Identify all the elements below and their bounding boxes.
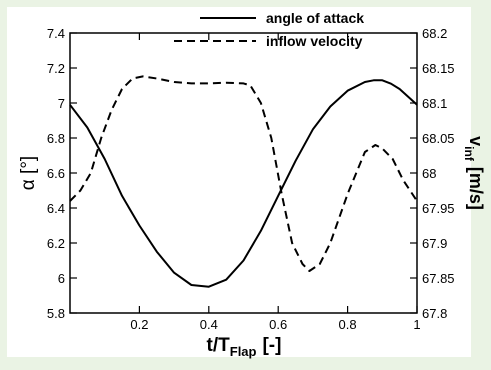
legend-label-inflow-velocity: inflow velocity [266, 33, 363, 49]
y2-tick-label: 68.1 [422, 96, 447, 111]
y2-axis-label-main: v [466, 136, 486, 146]
series-layer [69, 75, 418, 288]
y2-axis-label: vinf [m/s] [462, 136, 486, 210]
x-tick-label: 0.6 [269, 317, 287, 332]
plot-area-background [7, 7, 471, 357]
y2-tick-label: 68.15 [422, 61, 455, 76]
y-tick-label: 6.8 [47, 131, 65, 146]
legend-label-angle-of-attack: angle of attack [266, 10, 364, 26]
series-line-0 [69, 79, 418, 288]
y2-tick-label: 68.2 [422, 26, 447, 41]
y2-tick-label: 67.95 [422, 201, 455, 216]
y-tick-label: 6.4 [47, 201, 65, 216]
y-tick-label: 6.2 [47, 236, 65, 251]
x-tick-label: 0.8 [339, 317, 357, 332]
x-tick-label: 0.4 [200, 317, 218, 332]
x-tick-label: 0.2 [130, 317, 148, 332]
y2-tick-label: 68 [422, 166, 436, 181]
y-tick-label: 6 [58, 271, 65, 286]
ticks-layer: 0.2 0.4 0.6 0.8 1 5.8 6 6.2 6.4 6.6 6.8 7 7.2 7.4 67.8… [47, 26, 455, 332]
y2-tick-label: 67.8 [422, 306, 447, 321]
y2-tick-label: 68.05 [422, 131, 455, 146]
x-axis-label-main: t/T [207, 335, 231, 356]
x-axis-label: t/TFlap [-] [207, 335, 282, 359]
y-tick-label: 5.8 [47, 306, 65, 321]
y-axis-label: α [°] [18, 156, 39, 190]
y-tick-label: 7 [58, 96, 65, 111]
y-tick-label: 6.6 [47, 166, 65, 181]
y2-axis-label-unit: [m/s] [466, 167, 486, 210]
y-tick-label: 7.2 [47, 61, 65, 76]
y2-tick-label: 67.9 [422, 236, 447, 251]
series-line-1 [69, 75, 418, 272]
y-tick-label: 7.4 [47, 26, 65, 41]
y2-tick-label: 67.85 [422, 271, 455, 286]
legend: angle of attack inflow velocity [174, 10, 364, 49]
x-axis-label-sub: Flap [230, 344, 257, 359]
x-tick-label: 1 [413, 317, 420, 332]
x-axis-label-unit: [-] [262, 335, 281, 356]
y2-axis-label-sub: inf [462, 146, 476, 162]
